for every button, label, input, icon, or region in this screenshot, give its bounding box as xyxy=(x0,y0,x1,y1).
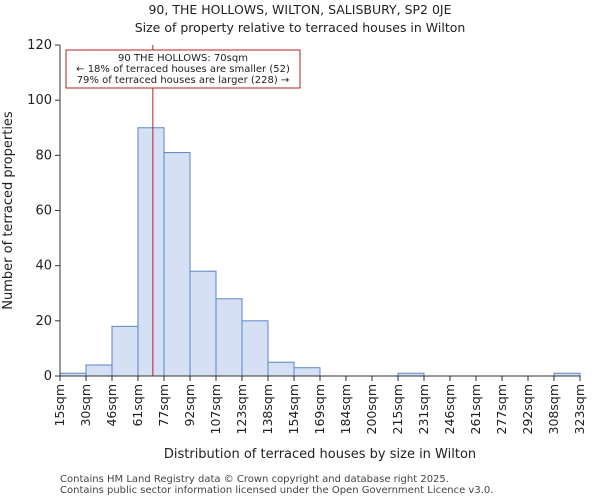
x-tick-label: 184sqm xyxy=(338,384,353,434)
x-tick-label: 92sqm xyxy=(182,384,197,427)
histogram-bar xyxy=(241,320,269,377)
annotation-text-line: ← 18% of terraced houses are smaller (52… xyxy=(76,64,290,75)
histogram-bar xyxy=(111,325,139,377)
x-tick-label: 323sqm xyxy=(572,384,587,434)
x-tick-label: 308sqm xyxy=(546,384,561,434)
histogram-bar xyxy=(189,270,217,377)
y-axis-label: Number of terraced properties xyxy=(1,111,16,310)
histogram-bar xyxy=(85,364,113,377)
x-tick-label: 154sqm xyxy=(286,384,301,434)
annotation-text-line: 90 THE HOLLOWS: 70sqm xyxy=(118,53,248,64)
footer-line-2: Contains public sector information licen… xyxy=(60,485,494,496)
y-tick-label: 20 xyxy=(35,314,52,329)
x-tick-label: 169sqm xyxy=(312,384,327,434)
y-tick-label: 0 xyxy=(44,369,52,384)
x-tick-label: 77sqm xyxy=(156,384,171,427)
annotation-box xyxy=(65,49,301,89)
chart-subtitle: Size of property relative to terraced ho… xyxy=(134,20,466,35)
histogram-bar xyxy=(137,127,165,377)
x-tick-label: 215sqm xyxy=(390,384,405,434)
x-axis-label: Distribution of terraced houses by size … xyxy=(164,447,476,462)
annotation-text-line: 79% of terraced houses are larger (228) … xyxy=(77,75,290,86)
histogram-bar xyxy=(293,367,321,377)
x-tick-label: 292sqm xyxy=(520,384,535,434)
histogram-bar xyxy=(267,361,295,377)
y-tick-label: 40 xyxy=(35,259,52,274)
x-tick-label: 46sqm xyxy=(104,384,119,427)
x-tick-label: 61sqm xyxy=(130,384,145,427)
chart-title: 90, THE HOLLOWS, WILTON, SALISBURY, SP2 … xyxy=(148,2,452,17)
x-tick-label: 30sqm xyxy=(78,384,93,427)
x-tick-label: 200sqm xyxy=(364,384,379,434)
x-tick-label: 261sqm xyxy=(468,384,483,434)
y-tick-label: 100 xyxy=(27,93,52,108)
x-tick-label: 123sqm xyxy=(234,384,249,434)
y-tick-label: 80 xyxy=(35,148,52,163)
x-tick-label: 107sqm xyxy=(208,384,223,434)
x-tick-label: 231sqm xyxy=(416,384,431,434)
x-tick-label: 277sqm xyxy=(494,384,509,434)
y-tick-label: 120 xyxy=(27,38,52,53)
x-tick-label: 138sqm xyxy=(260,384,275,434)
histogram-bar xyxy=(215,298,243,377)
footer-line-1: Contains HM Land Registry data © Crown c… xyxy=(60,474,449,485)
x-tick-label: 246sqm xyxy=(442,384,457,434)
y-tick-label: 60 xyxy=(35,204,52,219)
histogram-bar xyxy=(163,152,191,377)
x-tick-label: 15sqm xyxy=(52,384,67,427)
